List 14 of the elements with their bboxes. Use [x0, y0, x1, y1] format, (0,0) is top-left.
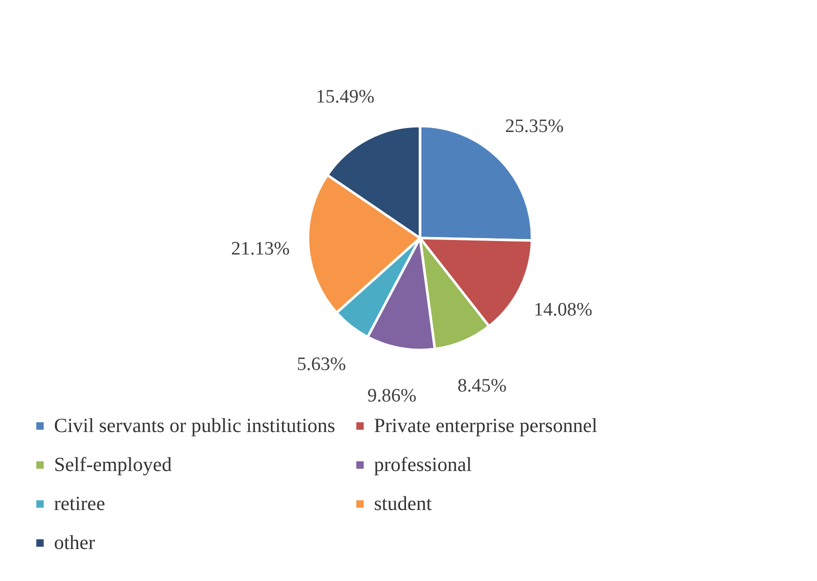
legend-label: Private enterprise personnel: [374, 415, 598, 437]
data-label: 25.35%: [505, 116, 564, 138]
legend-label: professional: [374, 454, 472, 476]
legend-label: Self-employed: [54, 454, 172, 476]
legend-label: other: [54, 532, 96, 554]
data-label: 9.86%: [367, 386, 417, 407]
data-label: 8.45%: [458, 375, 507, 396]
data-label: 5.63%: [296, 354, 346, 376]
legend-label: student: [374, 493, 432, 515]
legend-label: retiree: [54, 493, 106, 515]
data-label: 15.49%: [316, 86, 375, 108]
data-label: 14.08%: [534, 300, 593, 321]
legend-label: Civil servants or public institutions: [54, 415, 336, 437]
data-label: 21.13%: [231, 238, 290, 260]
